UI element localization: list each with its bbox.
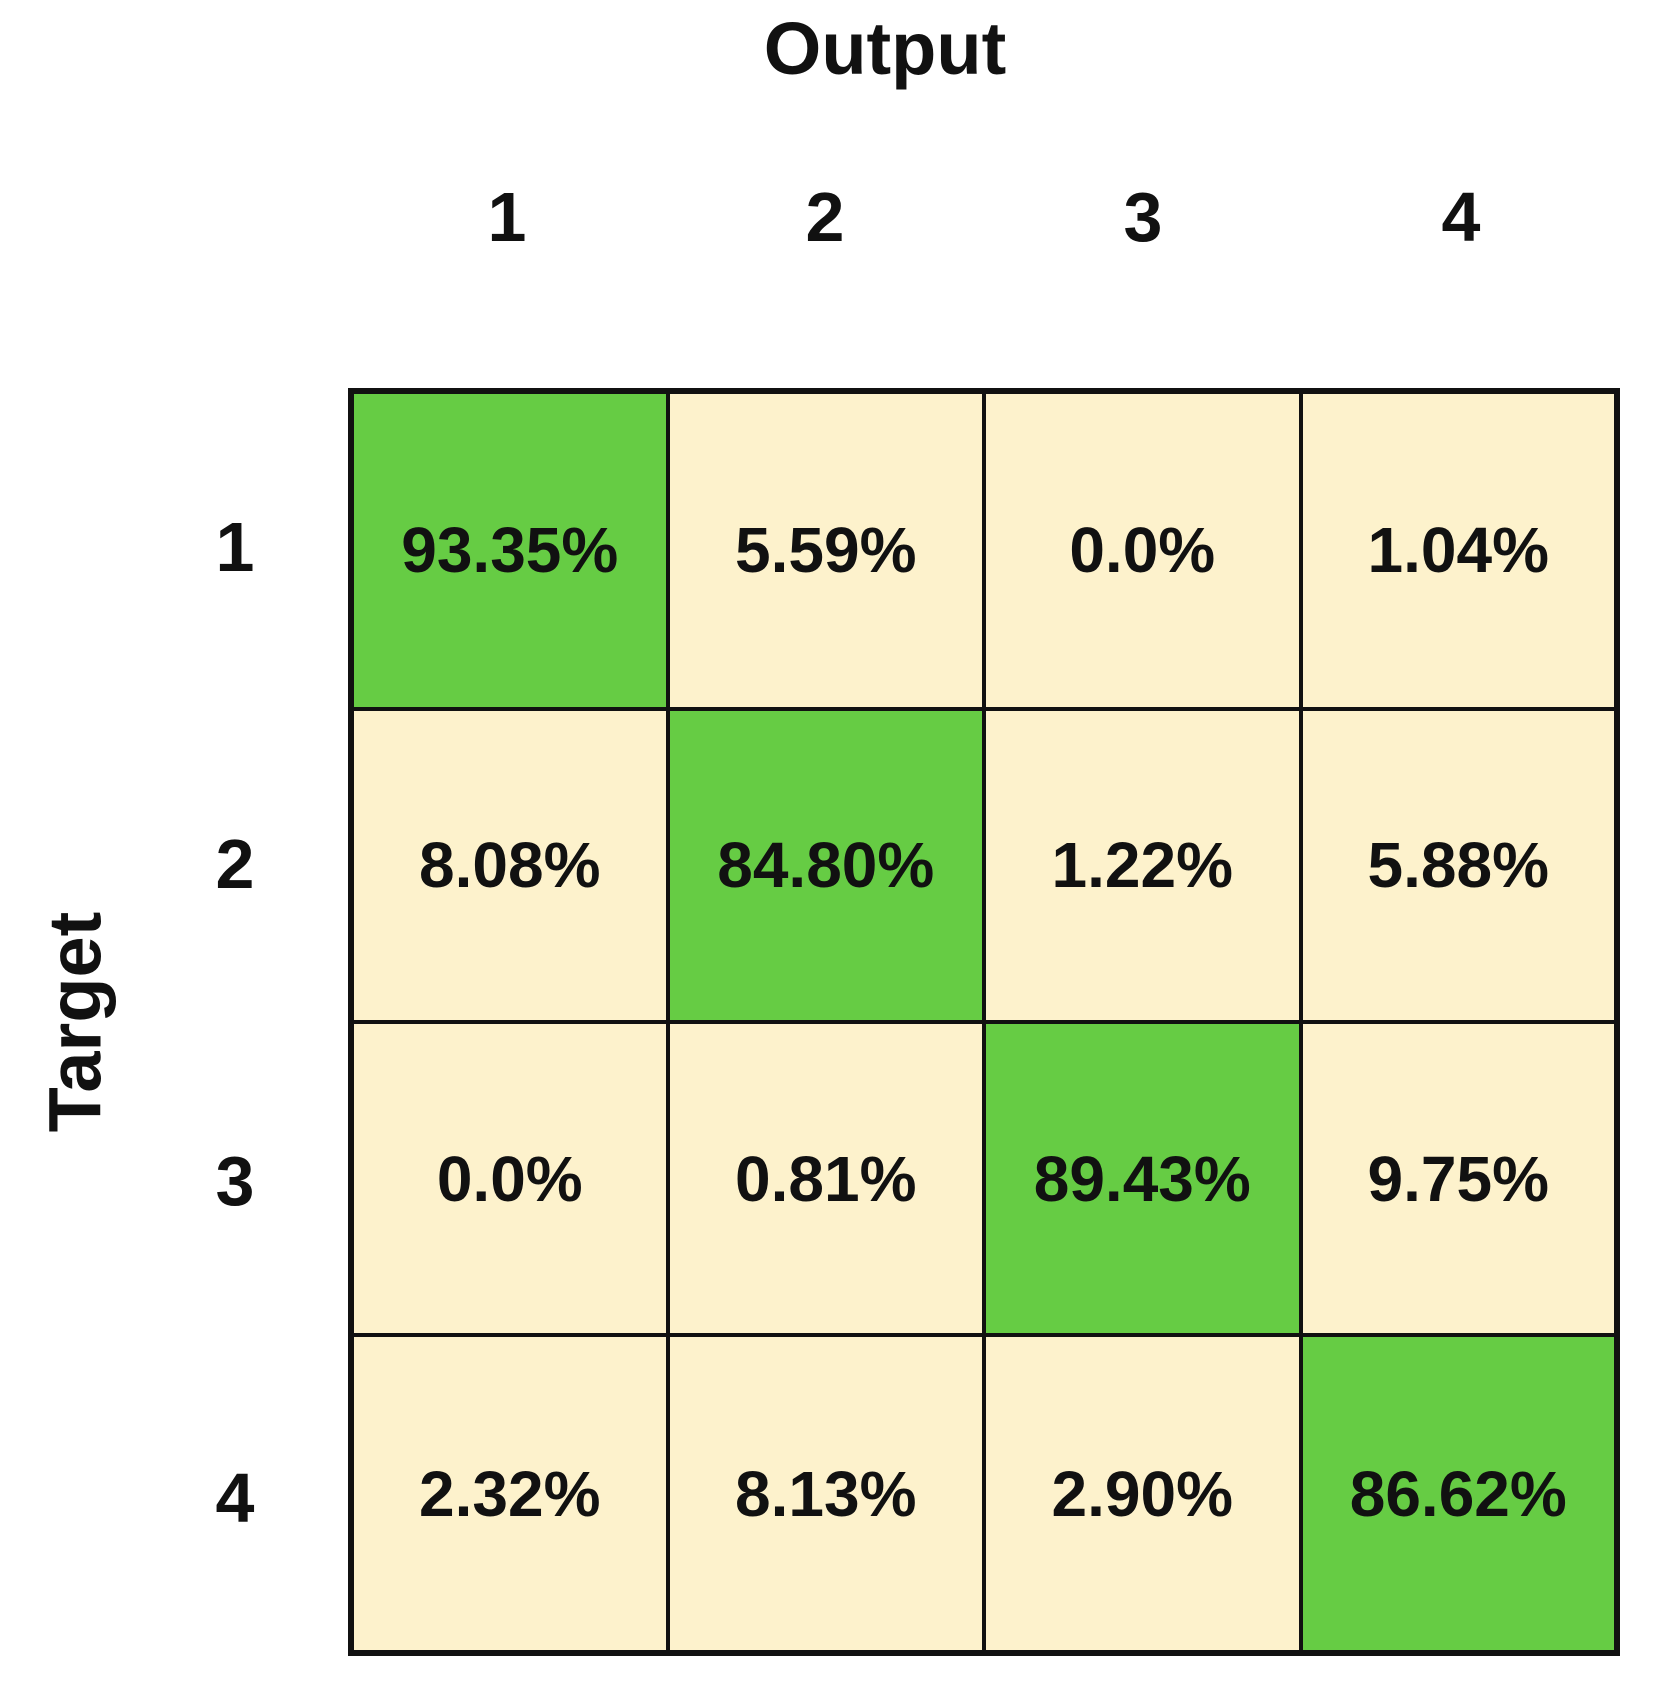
row-headers: 1 2 3 4 [170, 388, 300, 1656]
cell-target2-output4: 5.88% [1298, 706, 1619, 1024]
output-axis-title: Output [763, 7, 1007, 90]
column-header-3: 3 [1123, 178, 1163, 256]
cell-target2-output3: 1.22% [982, 706, 1303, 1024]
cell-target3-output4: 9.75% [1298, 1019, 1619, 1338]
cell-target4-output2: 8.13% [665, 1333, 986, 1655]
cell-target3-output1: 0.0% [349, 1019, 670, 1338]
target-axis-title: Target [33, 911, 117, 1133]
column-header-1: 1 [487, 178, 527, 256]
matrix-row-3: 0.0% 0.81% 89.43% 9.75% [349, 1019, 1619, 1338]
column-header-2: 2 [805, 178, 845, 256]
matrix-row-2: 8.08% 84.80% 1.22% 5.88% [349, 706, 1619, 1024]
matrix-row-4: 2.32% 8.13% 2.90% 86.62% [349, 1333, 1619, 1655]
matrix-row-1: 93.35% 5.59% 0.0% 1.04% [349, 389, 1619, 711]
row-header-4: 4 [215, 1458, 255, 1537]
row-header-1: 1 [215, 507, 255, 586]
column-header-4: 4 [1441, 178, 1481, 256]
cell-target1-output2: 5.59% [665, 389, 986, 711]
column-headers: 1 2 3 4 [348, 182, 1620, 252]
cell-target1-output3: 0.0% [982, 389, 1303, 711]
cell-target2-output1: 8.08% [349, 706, 670, 1024]
row-header-2: 2 [215, 824, 255, 903]
cell-target3-output3: 89.43% [982, 1019, 1303, 1338]
cell-target3-output2: 0.81% [665, 1019, 986, 1338]
confusion-matrix-grid: 93.35% 5.59% 0.0% 1.04% 8.08% 84.80% 1.2… [348, 388, 1620, 1656]
cell-target4-output3: 2.90% [982, 1333, 1303, 1655]
cell-target4-output1: 2.32% [349, 1333, 670, 1655]
cell-target4-output4: 86.62% [1298, 1333, 1619, 1655]
cell-target1-output4: 1.04% [1298, 389, 1619, 711]
row-header-3: 3 [215, 1141, 255, 1220]
cell-target2-output2: 84.80% [665, 706, 986, 1024]
cell-target1-output1: 93.35% [349, 389, 670, 711]
